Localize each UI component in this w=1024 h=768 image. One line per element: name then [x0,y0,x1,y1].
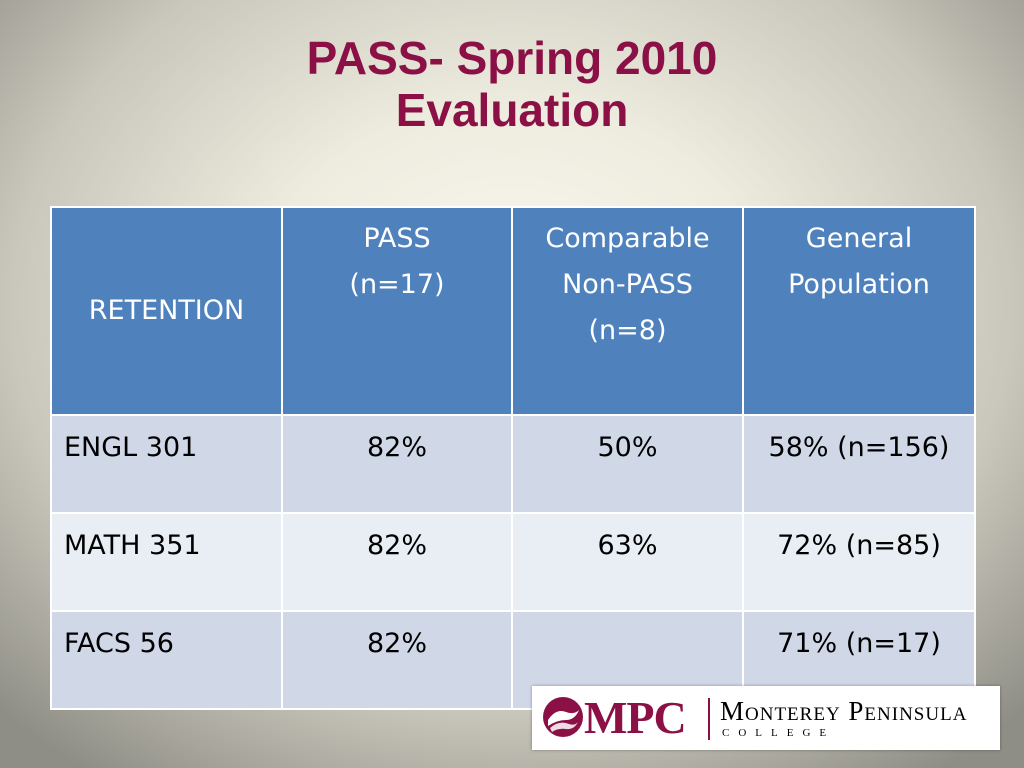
logo-abbreviation: MPC [584,692,687,743]
row-course-cell: FACS 56 [50,610,283,710]
pass-retention-cell: 82% [281,610,513,710]
header-retention: RETENTION [50,206,283,416]
pass-retention-cell: 82% [281,414,513,514]
pass-retention-cell: 82% [281,512,513,612]
logo-college-name: Monterey Peninsula [720,696,968,726]
header-general-population: General Population [742,206,976,416]
row-course-cell: MATH 351 [50,512,283,612]
general-population-cell: 72% (n=85) [742,512,976,612]
logo-divider [708,698,710,740]
non-pass-retention-cell: 50% [511,414,744,514]
row-course-cell: ENGL 301 [50,414,283,514]
general-population-cell: 58% (n=156) [742,414,976,514]
slide-title-line1: PASS- Spring 2010 [306,32,718,84]
college-logo: MPC Monterey Peninsula COLLEGE [532,686,1000,750]
table-row: MATH 351 82% 63% 72% (n=85) [50,512,976,612]
logo-college-word: COLLEGE [722,727,836,739]
slide-title-line2: Evaluation [395,84,629,136]
non-pass-retention-cell: 63% [511,512,744,612]
retention-table: RETENTION PASS (n=17) Comparable Non-PAS… [50,206,976,710]
header-pass: PASS (n=17) [281,206,513,416]
college-seal-icon [543,697,583,737]
header-comparable-non-pass: Comparable Non-PASS (n=8) [511,206,744,416]
table-header-row: RETENTION PASS (n=17) Comparable Non-PAS… [50,206,976,416]
table-row: ENGL 301 82% 50% 58% (n=156) [50,414,976,514]
slide-title: PASS- Spring 2010 Evaluation [0,32,1024,136]
